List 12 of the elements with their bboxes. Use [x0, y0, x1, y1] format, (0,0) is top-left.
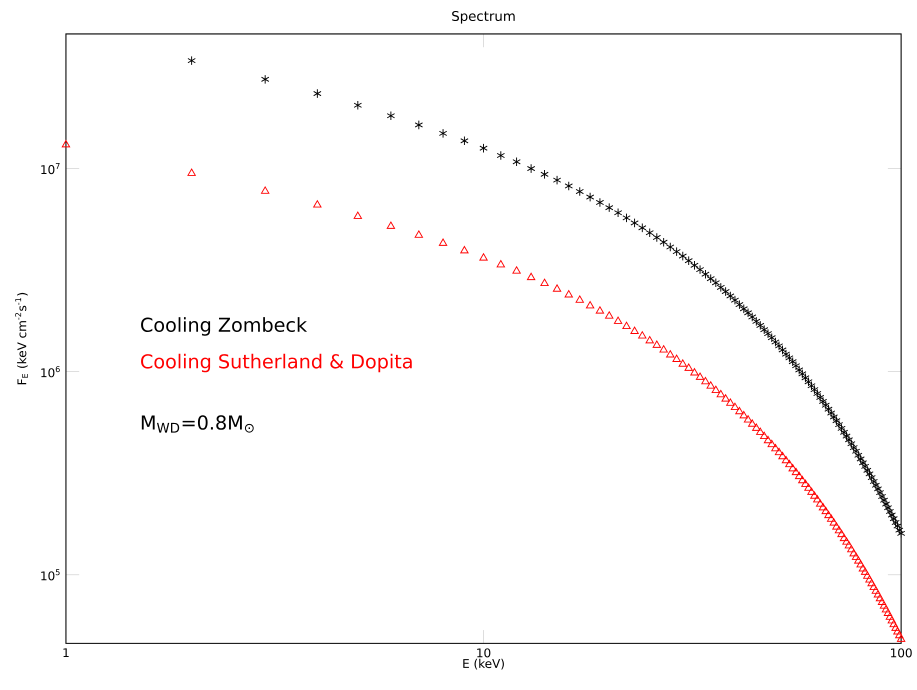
y-tick-label: 10$^{5}$	[41, 569, 60, 580]
chart-title: Spectrum	[452, 10, 515, 24]
text: Cooling Zombeck	[141, 317, 308, 336]
y-tick-label: 10$^{6}$	[41, 366, 60, 378]
x-tick-label: 1	[63, 648, 69, 657]
y-axis-title: F$_{E}$ (keV cm$^{-2}$s$^{-1}$)	[15, 292, 28, 384]
annotation: M$_{WD}$=0.8M$_{⊙}$	[142, 415, 254, 432]
x-tick-label: 100	[891, 648, 912, 658]
x-axis-title: E (keV)	[463, 658, 504, 670]
text: Cooling Sutherland & Dopita	[141, 354, 412, 372]
y-tick-label: 10$^{7}$	[41, 162, 60, 174]
x-tick-label: 10	[477, 648, 490, 658]
